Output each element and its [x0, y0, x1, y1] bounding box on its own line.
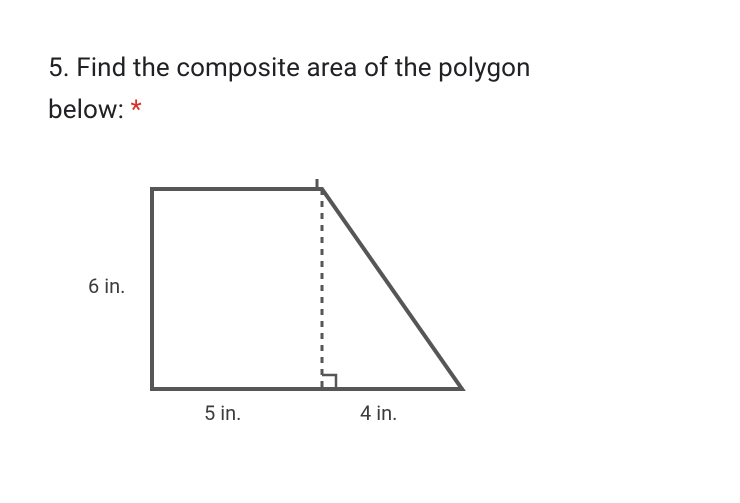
- question-number: 5.: [48, 53, 70, 83]
- base-right-label: 4 in.: [360, 401, 397, 425]
- question-text: 5. Find the composite area of the polygo…: [48, 48, 692, 90]
- polygon-figure: 6 in. 5 in. 4 in.: [92, 179, 492, 459]
- question-line2: below: *: [48, 90, 692, 132]
- question-body: Find the composite area of the polygon: [76, 53, 530, 83]
- height-label: 6 in.: [88, 274, 125, 298]
- question-body-cont: below:: [48, 95, 131, 125]
- base-left-label: 5 in.: [204, 401, 241, 425]
- required-indicator: *: [131, 95, 142, 125]
- polygon-svg: [92, 179, 492, 439]
